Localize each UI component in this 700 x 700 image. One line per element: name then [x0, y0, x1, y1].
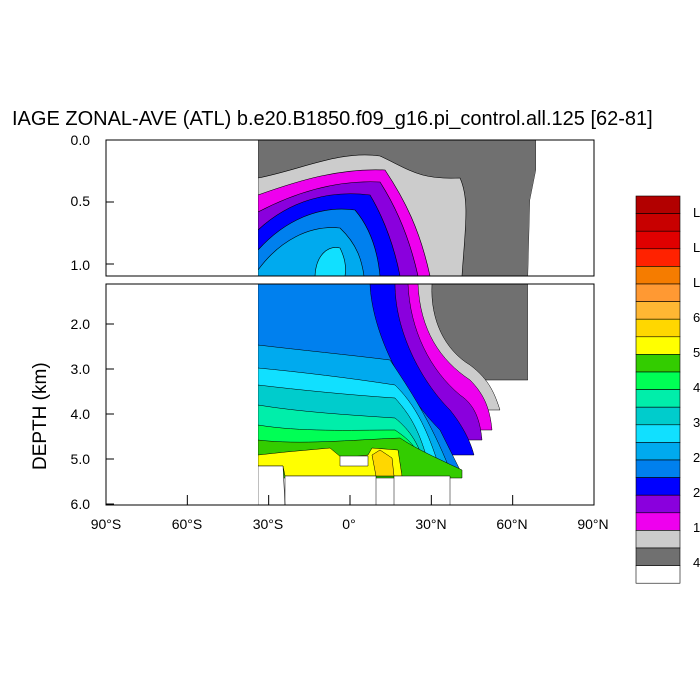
lower-panel-fill: [106, 284, 594, 505]
colorbar-swatch: [635, 213, 681, 232]
colorbar-swatch: [635, 301, 681, 320]
colorbar-label: 2: [693, 485, 700, 500]
y-tick-label: 3.0: [70, 361, 90, 377]
colorbar-swatch: [635, 547, 681, 566]
colorbar-swatch: [635, 230, 681, 250]
colorbar-label: 1: [693, 520, 700, 535]
land-mask: [470, 284, 594, 505]
colorbar-swatch: [635, 248, 681, 267]
y-tick-label: 2.0: [70, 316, 90, 332]
y-tick-label: 1.0: [70, 257, 90, 273]
upper-panel-frame: [105, 139, 595, 277]
colorbar-label: 2: [693, 450, 700, 465]
x-tick-label: 90°S: [90, 516, 122, 532]
colorbar-swatch: [635, 371, 681, 390]
y-tick-label: 0.5: [70, 193, 90, 209]
colorbar-label: 6: [693, 310, 700, 325]
colorbar-swatch: [635, 354, 681, 373]
x-tick-label: 0°: [342, 516, 356, 532]
y-tick-label: 5.0: [70, 451, 90, 467]
contour-band: [314, 247, 346, 276]
colorbar-swatch: [635, 389, 681, 408]
colorbar-swatch: [635, 565, 681, 584]
colorbar-label: L: [693, 240, 700, 255]
land-mask: [106, 284, 258, 505]
axis-ticks: [105, 139, 595, 505]
land-mask: [106, 140, 258, 276]
colorbar-swatch: [635, 406, 681, 426]
x-tick-label: 60°S: [171, 516, 203, 532]
x-tick-label: 30°S: [252, 516, 284, 532]
colorbar-label: 4: [693, 555, 700, 570]
colorbar: [635, 195, 681, 584]
x-tick-label: 60°N: [496, 516, 528, 532]
colorbar-swatch: [635, 266, 681, 285]
colorbar-swatch: [635, 530, 681, 549]
colorbar-swatch: [635, 512, 681, 531]
colorbar-swatch: [635, 195, 681, 214]
colorbar-swatch: [635, 424, 681, 443]
y-tick-label: 4.0: [70, 406, 90, 422]
x-tick-label: 90°N: [577, 516, 609, 532]
y-tick-label: 0.0: [70, 132, 90, 148]
colorbar-label: 3: [693, 415, 700, 430]
colorbar-label: L: [693, 205, 700, 220]
colorbar-swatch: [635, 442, 681, 461]
colorbar-swatch: [635, 459, 681, 478]
colorbar-swatch: [635, 283, 681, 302]
colorbar-label: 4: [693, 380, 700, 395]
y-tick-label: 6.0: [70, 496, 90, 512]
colorbar-swatch: [635, 336, 681, 355]
contour-band: [371, 449, 395, 477]
x-tick-label: 30°N: [415, 516, 447, 532]
colorbar-swatch: [635, 318, 681, 338]
upper-panel-fill: [106, 140, 594, 276]
contour-band: [257, 455, 451, 505]
land-mask: [528, 140, 594, 276]
colorbar-swatch: [635, 477, 681, 496]
colorbar-swatch: [635, 494, 681, 514]
colorbar-label: 5: [693, 345, 700, 360]
chart-title: IAGE ZONAL-AVE (ATL) b.e20.B1850.f09_g16…: [12, 108, 653, 130]
colorbar-label: L: [693, 275, 700, 290]
